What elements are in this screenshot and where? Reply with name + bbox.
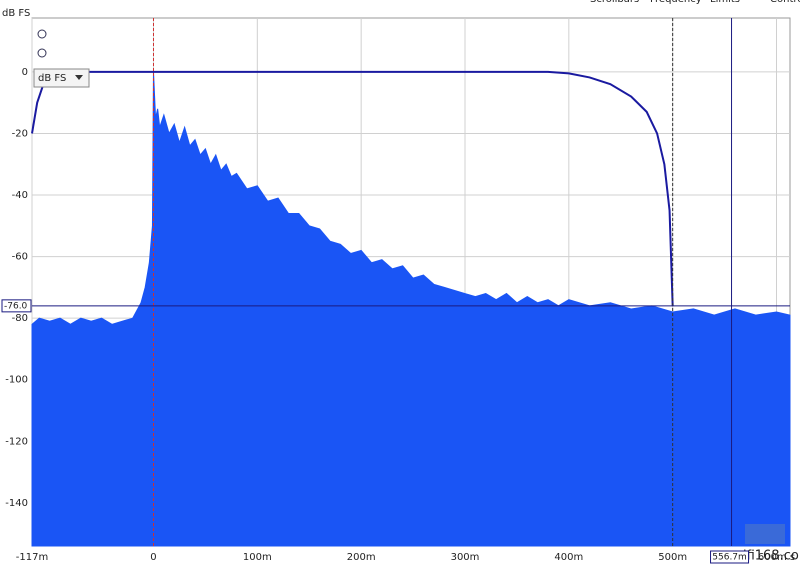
y-tick-label: -100 [5,375,28,386]
impulse-area [31,71,791,547]
dropdown-text: dB FS [38,73,66,84]
zoom-buttons[interactable] [37,29,47,58]
toolbar-item[interactable]: Limits [710,0,740,5]
watermark: alfi168.com [735,549,800,564]
cursor-label-box [710,550,750,564]
x-tick-label: 400m [554,552,583,563]
x-tick-label: 0 [150,552,156,563]
y-tick-label: -20 [12,128,28,139]
y-axis-label: dB FS [2,8,30,19]
y-tick-label: 0 [22,67,28,78]
x-tick-label: 200m [347,552,376,563]
toolbar-item[interactable]: Controls [770,0,800,5]
y-tick-label: -120 [5,436,28,447]
x-tick-label: 100m [243,552,272,563]
toolbar-item[interactable]: Scrollbars [590,0,639,5]
cursor-label: 556.7m [712,553,747,563]
zoom-controls[interactable] [745,524,785,544]
x-tick-label: 600m s [758,552,795,563]
zoom-out[interactable] [37,48,47,58]
x-tick-label: 500m [658,552,687,563]
zoom-in[interactable] [37,29,47,39]
dropdown-arrow [75,75,83,80]
y-tick-label: -80 [12,313,28,324]
cursor-label: -76.0 [4,301,28,311]
toolbar-item[interactable]: Frequency [650,0,702,5]
x-tick-label: -117m [16,552,48,563]
unit-selector[interactable]: dB FS [33,68,90,88]
y-tick-label: -40 [12,190,28,201]
y-tick-label: -60 [12,252,28,263]
y-tick-label: -140 [5,498,28,509]
dropdown[interactable] [33,68,90,88]
plot-area [31,17,791,547]
x-tick-label: 300m [451,552,480,563]
cursor-label-box [1,299,32,313]
